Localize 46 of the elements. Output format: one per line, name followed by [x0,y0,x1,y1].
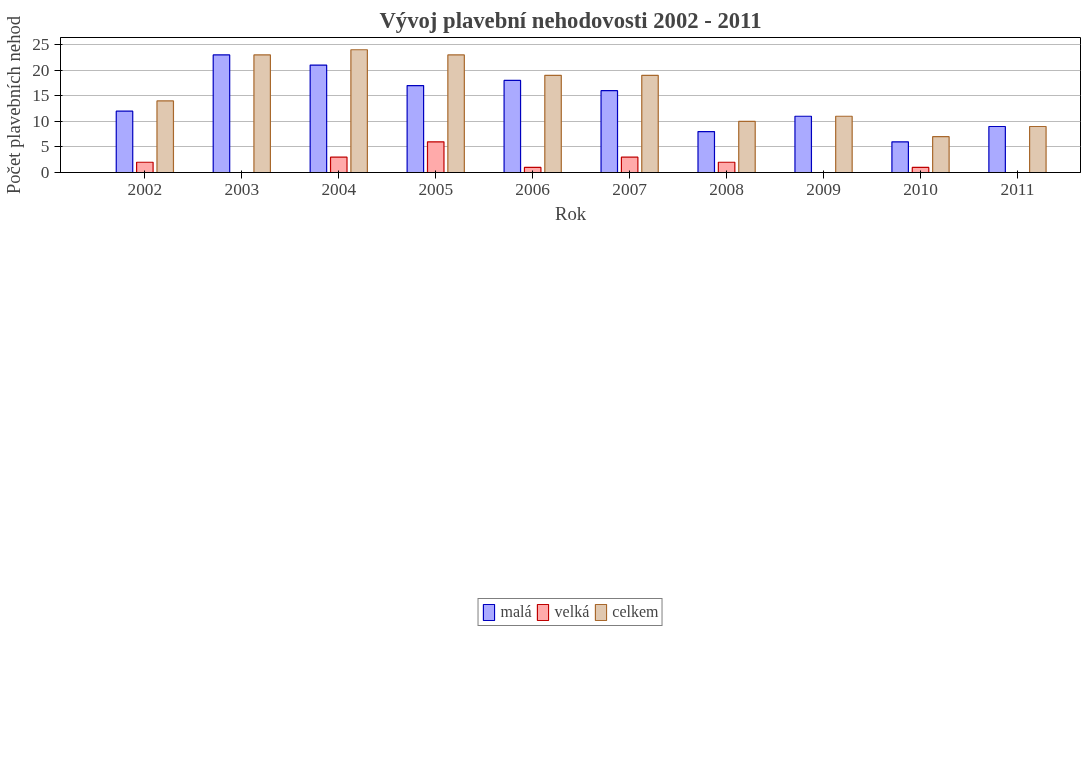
x-tick-label: 2010 [903,179,938,199]
bar [835,115,853,173]
y-axis-title: Počet plavebních nehod [3,15,25,195]
x-tick-label: 2004 [321,179,357,199]
x-tick-label: 2011 [1000,179,1035,199]
bar [697,130,716,173]
bar [253,54,272,173]
bar [932,136,950,173]
bar [641,74,659,173]
bar [503,79,522,173]
bar [988,125,1006,173]
x-tick-label: 2005 [418,179,454,199]
bar [600,90,619,173]
bar [136,161,154,173]
y-tick-label: 25 [32,35,50,55]
bar [544,74,562,173]
bar [794,115,813,173]
bar [426,141,445,173]
bar [620,156,639,173]
bar [738,120,756,173]
x-tick-label: 2003 [224,179,260,199]
bar [406,84,425,173]
legend-label: velká [554,603,590,621]
bar [212,54,231,173]
x-tick-label: 2008 [709,179,744,199]
bar [156,100,175,173]
bar [309,64,328,173]
x-tick-label: 2007 [612,179,648,199]
y-tick-label: 10 [32,111,50,131]
bar [891,141,909,173]
y-tick-label: 15 [32,86,50,106]
x-tick-label: 2002 [127,179,163,199]
chart-title: Vývoj plavební nehodovosti 2002 - 2011 [379,7,762,33]
bar [329,156,348,173]
bar [115,110,134,173]
x-tick-label: 2006 [515,179,551,199]
y-tick-label: 0 [40,163,50,182]
y-tick-label: 20 [32,60,50,80]
bar [1029,125,1047,173]
y-tick-label: 5 [40,137,50,157]
legend-label: celkem [612,603,659,621]
bar [350,49,368,173]
x-axis-title: Rok [554,202,587,224]
bar [447,54,465,173]
legend-label: malá [500,603,532,621]
x-tick-label: 2009 [806,179,841,199]
